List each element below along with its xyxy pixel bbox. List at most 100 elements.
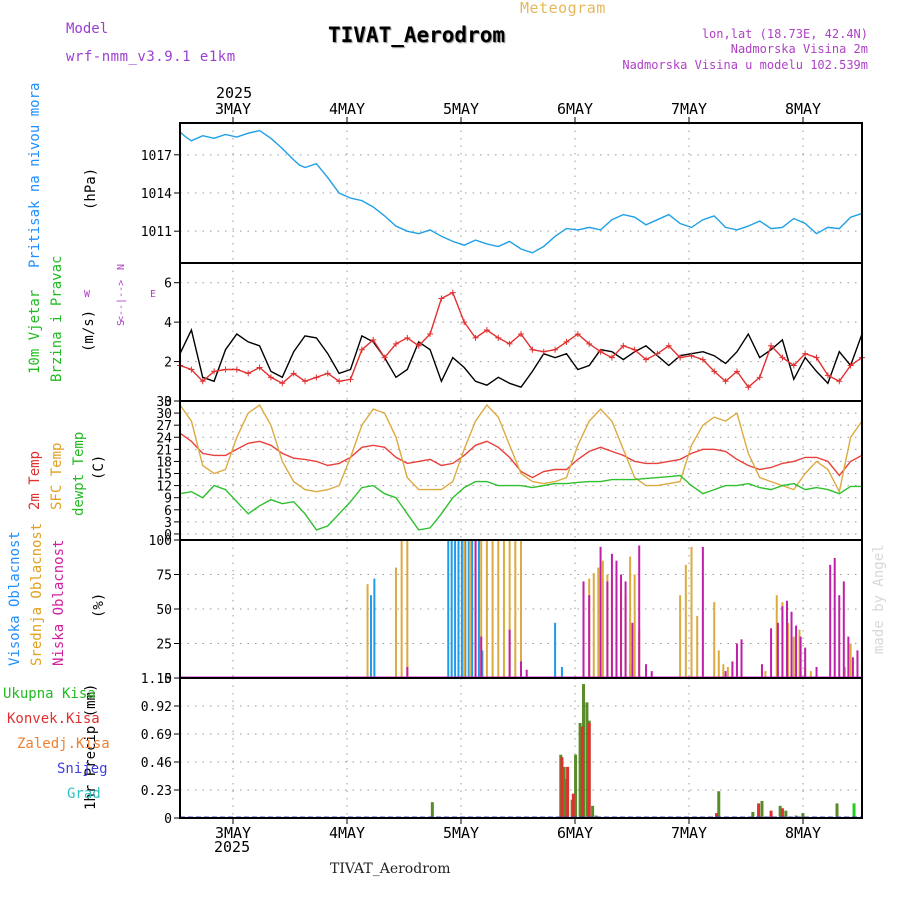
gust-marker [245,370,252,377]
bar [792,636,795,678]
bar [502,540,505,678]
series-line [179,327,863,389]
gust-marker [847,362,854,369]
ytick-label: 0 [164,812,172,827]
gust-marker [665,342,672,349]
gust-marker [506,340,513,347]
gust-marker [779,354,786,361]
bar [751,811,755,818]
bar [849,643,852,678]
bar [491,540,494,678]
gust-marker [836,378,843,385]
bar [696,615,699,678]
bar [615,560,618,678]
bar [525,669,528,678]
gust-marker [540,348,547,355]
bar [514,540,517,678]
bar [726,666,729,678]
bar [610,553,613,678]
gust-marker [267,374,274,381]
bar [463,540,466,678]
bar [781,606,784,678]
bar [760,664,763,678]
bar [430,802,434,818]
legend-konvek: Konvek.Kisa [7,711,100,727]
gust-marker [643,356,650,363]
bar [833,557,836,678]
gust-marker [370,336,377,343]
gust-marker [824,372,831,379]
bar [717,650,720,678]
gust-marker [483,327,490,334]
bar [835,803,839,818]
gust-marker [461,319,468,326]
gust-marker [415,342,422,349]
ytick-label: 0.92 [141,700,172,715]
bar [580,726,584,818]
gust-marker [563,338,570,345]
bar [566,766,570,818]
bar [780,808,784,818]
bar [508,540,511,678]
bar [497,540,500,678]
gust-marker [711,368,718,375]
day-label-bottom: 3MAY [215,824,251,842]
day-label-top: 4MAY [329,100,365,118]
gust-marker [336,378,343,385]
ytick-label: 30 [156,407,172,422]
model-elevation-label: Nadmorska Visina u modelu 102.539m [622,58,868,72]
elevation-label: Nadmorska Visina 2m [730,42,868,56]
ytick-label: 12 [156,480,172,495]
series-line [179,291,863,389]
ytick-label: 1.15 [141,672,172,687]
bar [633,574,636,678]
gust-marker [472,334,479,341]
gust-marker [529,346,536,353]
gust-marker [495,334,502,341]
ytick-label: 33 [156,395,172,410]
gust-marker [324,370,331,377]
location-label: lon,lat (18.73E, 42.4N) [701,27,868,41]
bar [776,622,779,678]
bar [467,540,470,678]
gust-marker [756,374,763,381]
bar [740,639,743,678]
gust-marker [290,370,297,377]
bar [851,657,854,678]
bar [631,622,634,678]
product-label: Meteogram [520,0,606,17]
bar [578,723,582,818]
gust-marker [233,366,240,373]
bar [785,600,788,678]
bar [798,629,801,678]
gust-marker [813,354,820,361]
gust-marker [347,376,354,383]
gust-marker [631,346,638,353]
bar [574,754,578,818]
bar [764,671,767,678]
gust-marker [620,342,627,349]
bar [852,803,856,818]
gust-marker [677,354,684,361]
bar [592,573,595,678]
bar [838,595,841,678]
footer-station: TIVAT_Aerodrom [330,861,451,877]
bar [795,625,798,678]
day-label-top: 3MAY [215,100,251,118]
gust-marker [699,356,706,363]
panel-frame [179,677,863,819]
bar [679,595,682,678]
bar [629,556,632,678]
bar [724,671,727,678]
gust-marker [302,378,309,385]
model-label: Model [66,21,109,37]
ytick-label: 21 [156,443,172,458]
bar [588,595,591,678]
ytick-label: 0.23 [141,784,172,799]
bar [508,629,511,678]
gust-marker [199,378,206,385]
gust-marker [358,346,365,353]
bar [757,803,761,818]
gust-marker [392,340,399,347]
day-label-bottom: 5MAY [443,824,479,842]
